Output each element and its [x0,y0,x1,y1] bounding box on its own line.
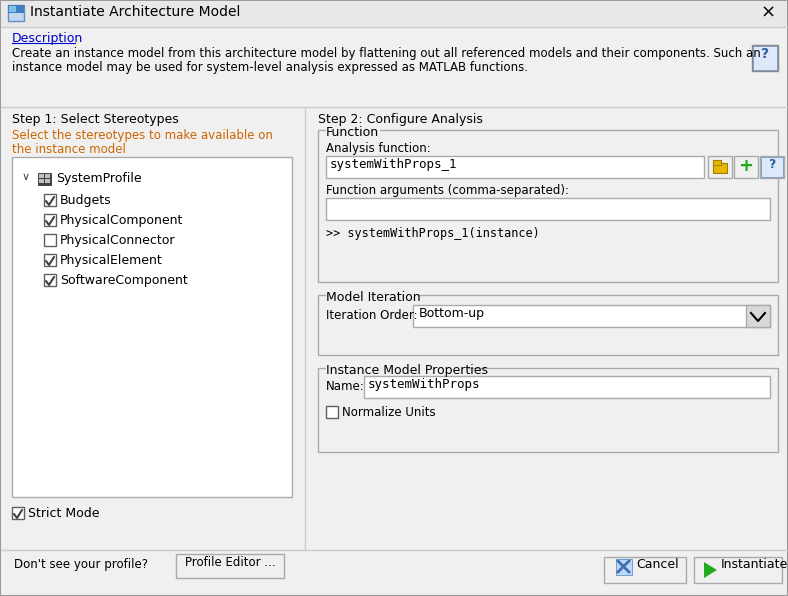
Text: PhysicalElement: PhysicalElement [60,254,163,267]
Bar [1,1,787,27]
Bar [9,6,16,12]
Bar [318,295,778,355]
Bar [713,163,727,173]
Text: Analysis function:: Analysis function: [326,142,431,155]
Text: ∨: ∨ [22,172,30,182]
Text: Select the stereotypes to make available on: Select the stereotypes to make available… [12,129,273,142]
Bar [44,254,56,266]
Bar [326,363,468,373]
Text: instance model may be used for system-level analysis expressed as MATLAB functio: instance model may be used for system-le… [12,61,528,74]
Text: SoftwareComponent: SoftwareComponent [60,274,188,287]
Text: PhysicalComponent: PhysicalComponent [60,214,184,227]
Text: +: + [738,157,753,175]
Bar [616,559,632,575]
Bar [364,376,770,398]
Text: Iteration Order:: Iteration Order: [326,309,418,322]
Bar [44,194,56,206]
Bar [694,557,782,583]
Bar [708,156,732,178]
Text: Budgets: Budgets [60,194,112,207]
Bar [39,174,44,178]
Bar [8,5,24,13]
Text: the instance model: the instance model [12,143,126,156]
Text: Cancel: Cancel [636,558,678,571]
Bar [752,45,778,71]
Text: Instantiate: Instantiate [721,558,788,571]
Bar [326,406,338,418]
Bar [45,179,50,183]
Text: ×: × [760,4,775,22]
Text: Function arguments (comma-separated):: Function arguments (comma-separated): [326,184,569,197]
Text: SystemProfile: SystemProfile [56,172,142,185]
Text: Profile Editor ...: Profile Editor ... [184,556,275,569]
Text: systemWithProps_1: systemWithProps_1 [330,158,458,171]
Bar [44,274,56,286]
Bar [8,5,24,21]
Text: Name:: Name: [326,380,365,393]
Bar [38,173,51,185]
Text: Create an instance model from this architecture model by flattening out all refe: Create an instance model from this archi… [12,47,760,60]
Text: Model Iteration: Model Iteration [326,291,421,304]
Bar [12,507,24,519]
Bar [734,156,758,178]
Bar [39,179,44,183]
Bar [12,157,292,497]
Text: ?: ? [768,158,775,171]
Text: Step 2: Configure Analysis: Step 2: Configure Analysis [318,113,483,126]
Bar [44,214,56,226]
Text: Don't see your profile?: Don't see your profile? [14,558,148,571]
Bar [318,130,778,282]
Bar [45,174,50,178]
Text: Description: Description [12,32,84,45]
Bar [1,27,787,107]
Text: Step 1: Select Stereotypes: Step 1: Select Stereotypes [12,113,179,126]
Text: systemWithProps: systemWithProps [368,378,481,391]
Text: PhysicalConnector: PhysicalConnector [60,234,176,247]
Bar [713,160,721,165]
Text: Bottom-up: Bottom-up [419,307,485,320]
Bar [604,557,686,583]
Text: ?: ? [761,47,769,61]
Bar [326,125,380,135]
Text: Instance Model Properties: Instance Model Properties [326,364,488,377]
Bar [746,305,770,327]
Text: >> systemWithProps_1(instance): >> systemWithProps_1(instance) [326,227,540,240]
Bar [326,156,704,178]
Bar [318,368,778,452]
Text: Normalize Units: Normalize Units [342,406,436,419]
Bar [413,305,770,327]
Bar [176,554,284,578]
Bar [326,198,770,220]
Bar [753,46,777,70]
Text: Strict Mode: Strict Mode [28,507,99,520]
Text: Instantiate Architecture Model: Instantiate Architecture Model [30,5,240,19]
Text: Function: Function [326,126,379,139]
Bar [760,156,784,178]
Bar [44,234,56,246]
Bar [326,290,418,300]
Bar [761,157,783,177]
Polygon shape [704,562,717,578]
